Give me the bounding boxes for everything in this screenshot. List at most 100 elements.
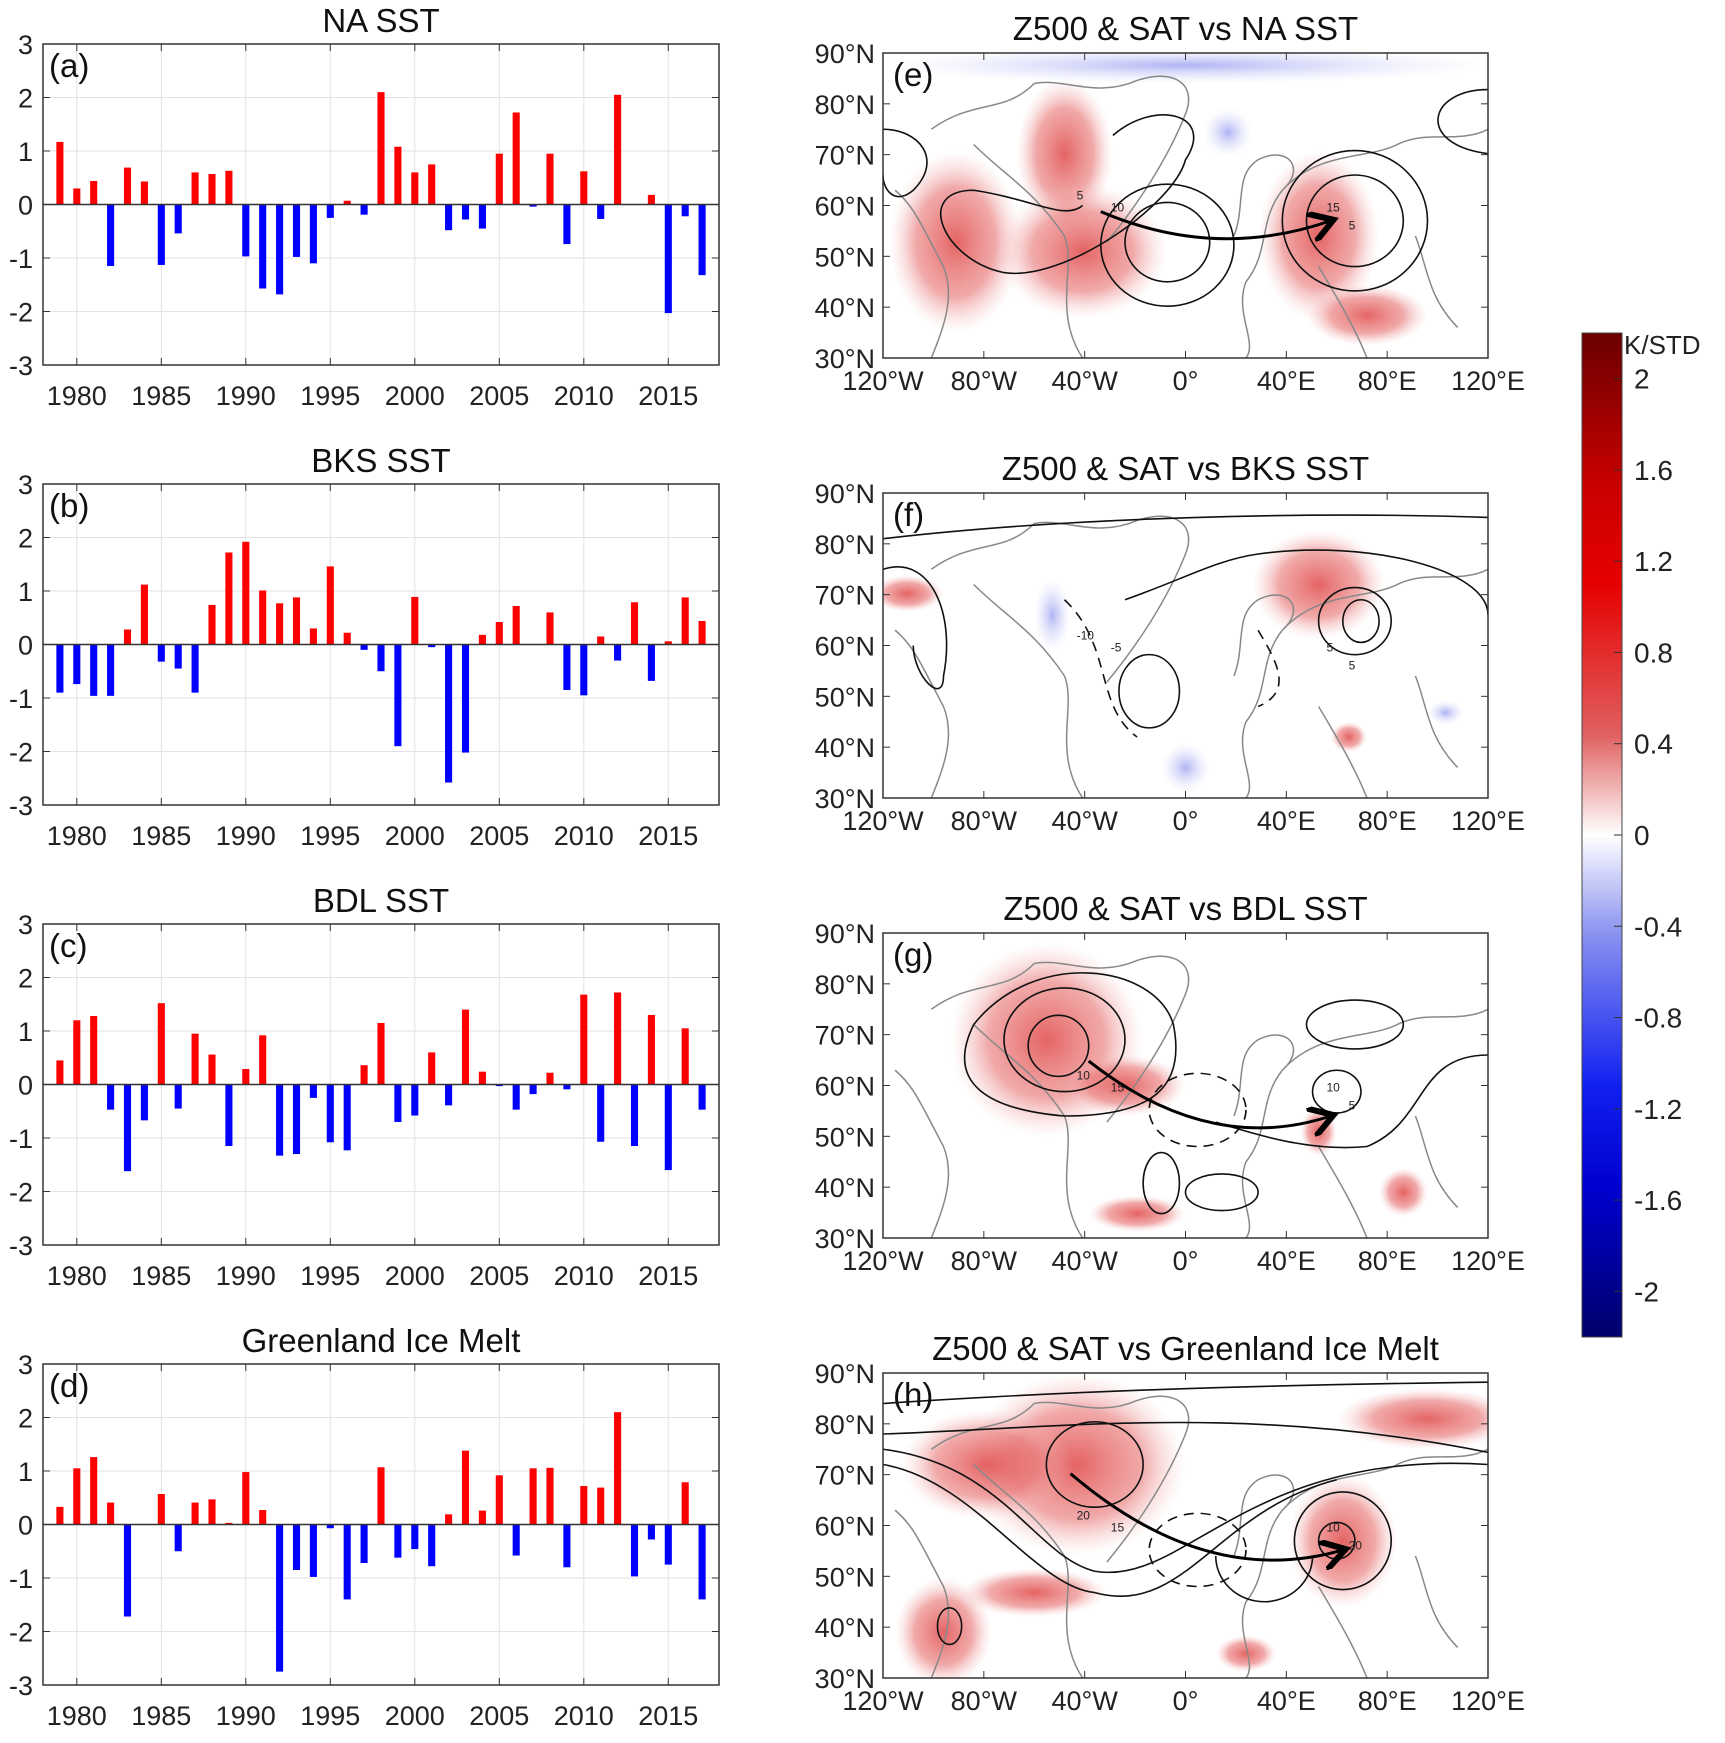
x-tick-label: 1990 [216, 1701, 276, 1731]
bar-1980 [73, 644, 81, 685]
bar-2004 [478, 1071, 486, 1085]
y-tick-label: 0 [18, 1071, 33, 1101]
bar-1989 [225, 552, 233, 645]
bar-2013 [630, 1084, 639, 1147]
z500-contour [1125, 202, 1210, 281]
bar-2015 [664, 641, 672, 645]
lat-tick-label: 80°N [815, 1410, 875, 1440]
panel-label: (b) [49, 487, 89, 524]
chart-title: BKS SST [311, 442, 450, 479]
y-tick-label: 1 [18, 577, 33, 607]
z500-contour [1319, 588, 1392, 655]
map-title: Z500 & SAT vs BKS SST [1002, 450, 1369, 487]
bar-1992 [276, 1084, 284, 1156]
sat-warm-anomaly [1215, 1635, 1277, 1672]
panel-label: (c) [49, 927, 87, 964]
bar-2003 [461, 1450, 470, 1525]
colorbar-tick-label: -1.6 [1634, 1185, 1682, 1216]
bar-1995 [326, 1524, 334, 1529]
bar-2012 [614, 992, 622, 1085]
y-tick-label: -3 [9, 1231, 33, 1261]
bar-1984 [140, 584, 148, 645]
bar-1980 [73, 1020, 81, 1085]
bar-2003 [461, 204, 470, 220]
bar-2011 [597, 1084, 605, 1142]
bar-2008 [546, 1467, 554, 1525]
bar-1998 [377, 644, 385, 672]
bar-1999 [394, 644, 402, 747]
lon-tick-label: 40°E [1257, 366, 1316, 396]
x-tick-label: 2010 [554, 1701, 614, 1731]
y-tick-label: 1 [18, 1017, 33, 1047]
bar-1988 [208, 604, 216, 645]
contour-label: 10 [1077, 1068, 1091, 1082]
z500-contour [1216, 1556, 1313, 1602]
z500-contour [1282, 151, 1427, 291]
lon-tick-label: 80°E [1358, 1686, 1417, 1716]
bar-2008 [546, 1072, 554, 1085]
bar-1996 [343, 632, 351, 645]
bar-1986 [174, 204, 182, 234]
lat-tick-label: 70°N [815, 581, 875, 611]
lat-tick-label: 60°N [815, 1072, 875, 1102]
colorbar-tick-label: -0.8 [1634, 1003, 1682, 1034]
bar-1987 [191, 1502, 199, 1525]
bar-chart-b: 3 2 1 0 -1 -2 -3 1980 1985 1990 1995 2000 2005 2010 20… [9, 442, 720, 851]
colorbar-tick-label: 2 [1634, 364, 1650, 395]
lat-tick-label: 80°N [815, 90, 875, 120]
lat-tick-label: 30°N [815, 1664, 875, 1694]
bar-1995 [326, 566, 334, 645]
lon-tick-label: 120°W [842, 1246, 924, 1276]
sat-cool-anomaly [1034, 578, 1071, 652]
panel-label: (e) [893, 56, 933, 93]
chart-title: BDL SST [313, 882, 449, 919]
bar-1981 [90, 644, 98, 696]
colorbar-tick-label: 0 [1634, 820, 1650, 851]
sat-warm-anomaly [1300, 1106, 1337, 1156]
bar-1991 [259, 1510, 267, 1525]
sat-cool-anomaly [1203, 107, 1253, 157]
sat-warm-anomaly [1379, 1167, 1428, 1217]
bar-1980 [73, 1468, 81, 1525]
colorbar-tick-label: 0.4 [1634, 729, 1673, 760]
colorbar-tick-label: -1.2 [1634, 1094, 1682, 1125]
bar-1998 [377, 1022, 385, 1085]
bar-1999 [394, 1524, 402, 1558]
y-tick-label: -1 [9, 1564, 33, 1594]
bar-2006 [512, 1084, 520, 1110]
bar-2005 [495, 1475, 503, 1525]
x-tick-label: 2000 [385, 381, 445, 411]
bar-2012 [614, 94, 622, 205]
bar-2004 [478, 1510, 486, 1525]
x-tick-label: 2005 [469, 1701, 529, 1731]
bar-2006 [512, 1524, 520, 1556]
bar-1991 [259, 590, 267, 645]
lon-tick-label: 80°W [951, 366, 1018, 396]
lat-tick-label: 50°N [815, 242, 875, 272]
lon-tick-label: 0° [1173, 806, 1199, 836]
z500-contour [1216, 1055, 1488, 1148]
contour-label: 5 [1077, 188, 1084, 202]
lon-tick-label: 80°E [1358, 366, 1417, 396]
lon-tick-label: 80°E [1358, 806, 1417, 836]
x-tick-label: 2015 [638, 381, 698, 411]
x-tick-label: 1985 [131, 381, 191, 411]
bar-1989 [225, 1522, 233, 1525]
contour-label: 20 [1077, 1508, 1091, 1522]
bar-2001 [428, 644, 436, 648]
bar-1994 [309, 204, 317, 264]
lat-tick-label: 30°N [815, 344, 875, 374]
bar-2016 [681, 1482, 689, 1525]
lon-tick-label: 40°W [1052, 1246, 1119, 1276]
bar-1996 [343, 1084, 351, 1151]
bar-1983 [123, 1524, 132, 1617]
bar-2014 [647, 194, 655, 205]
contour-label: -5 [1111, 641, 1122, 655]
lat-tick-label: 60°N [815, 192, 875, 222]
bar-2000 [411, 1084, 419, 1116]
sat-cool-anomaly [1427, 700, 1464, 725]
lat-tick-label: 90°N [815, 919, 875, 949]
bar-2003 [461, 1009, 470, 1085]
